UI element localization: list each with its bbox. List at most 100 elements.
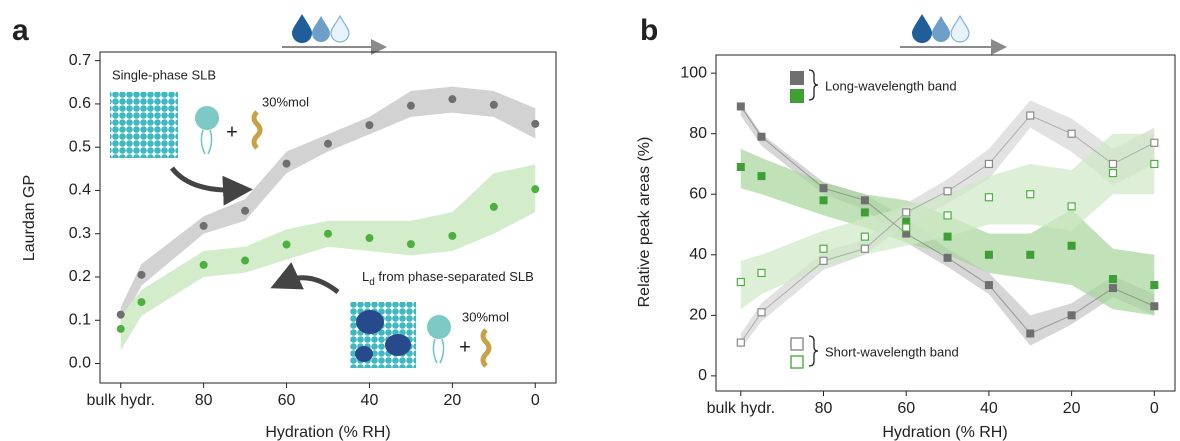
data-point xyxy=(902,223,911,232)
annotation: + xyxy=(226,121,238,143)
data-point xyxy=(282,159,291,168)
data-point xyxy=(819,184,828,193)
annotation: 30%mol xyxy=(262,94,309,109)
data-point xyxy=(324,139,332,148)
data-point xyxy=(1150,302,1159,311)
data-point xyxy=(406,240,415,249)
y-tick-label: 100 xyxy=(680,64,707,81)
y-tick-label: 0.1 xyxy=(69,311,91,328)
y-tick-label: 0.4 xyxy=(69,182,91,199)
data-point xyxy=(1026,111,1035,120)
legend-label: Long-wavelength band xyxy=(825,78,957,93)
x-axis-title: Hydration (% RH) xyxy=(882,424,1007,441)
data-point xyxy=(365,121,374,130)
data-point xyxy=(241,206,250,215)
y-axis-title: Laurdan GP xyxy=(21,175,38,261)
annotation: 30%mol xyxy=(462,309,509,324)
y-tick-label: 0.6 xyxy=(69,95,91,112)
legend-marker xyxy=(790,355,804,369)
legend-brace xyxy=(808,69,819,101)
legend-label: Short-wavelength band xyxy=(825,344,959,359)
data-point xyxy=(137,270,146,279)
data-point xyxy=(1108,159,1118,169)
data-point xyxy=(241,256,250,265)
y-tick-label: 0.5 xyxy=(69,138,91,155)
x-tick-label: bulk hydr. xyxy=(86,392,154,409)
illustration xyxy=(110,92,492,368)
error-band xyxy=(120,164,536,351)
y-tick-label: 60 xyxy=(689,185,707,202)
y-tick-label: 80 xyxy=(689,125,707,142)
legend-brace xyxy=(808,335,819,367)
data-point xyxy=(902,208,911,217)
annotation: Single-phase SLB xyxy=(112,67,216,82)
x-tick-label: 40 xyxy=(361,392,379,409)
data-point xyxy=(943,187,952,196)
data-point xyxy=(199,221,208,230)
data-point xyxy=(860,196,869,205)
y-tick-label: 40 xyxy=(689,246,707,263)
panel-letter: a xyxy=(12,14,29,47)
x-tick-label: 20 xyxy=(1063,400,1081,417)
annotation-part: from phase-separated SLB xyxy=(375,269,534,284)
x-tick-label: 40 xyxy=(980,400,998,417)
data-point xyxy=(1026,250,1035,259)
x-tick-label: 80 xyxy=(195,392,213,409)
data-point xyxy=(757,132,766,141)
data-point xyxy=(984,159,994,169)
data-point xyxy=(1150,281,1159,290)
data-point xyxy=(1108,275,1117,283)
data-point xyxy=(943,211,952,220)
data-point xyxy=(1026,190,1035,199)
data-point xyxy=(116,324,125,333)
data-point xyxy=(736,163,745,171)
data-point xyxy=(282,240,291,249)
data-point xyxy=(531,185,540,194)
y-axis-title: Relative peak areas (%) xyxy=(636,137,653,308)
data-point xyxy=(902,217,911,226)
error-band xyxy=(740,133,1155,310)
x-tick-label: 0 xyxy=(1150,400,1159,417)
plot-area xyxy=(116,86,540,351)
data-point xyxy=(984,193,994,202)
data-point xyxy=(1150,138,1159,147)
data-point xyxy=(757,308,766,317)
data-point xyxy=(819,244,828,253)
x-tick-label: bulk hydr. xyxy=(707,400,775,417)
data-point xyxy=(1067,241,1076,250)
data-point xyxy=(324,229,332,238)
hydration-icon xyxy=(282,14,387,55)
data-point xyxy=(1108,284,1117,293)
data-point xyxy=(1067,311,1076,320)
annotation: + xyxy=(459,336,471,358)
data-point xyxy=(448,231,457,240)
y-tick-label: 0.3 xyxy=(69,225,91,242)
error-band xyxy=(120,86,536,325)
data-point xyxy=(1026,329,1035,338)
data-point xyxy=(1067,129,1076,138)
data-point xyxy=(819,256,828,265)
data-point xyxy=(860,208,869,217)
hydration-icon xyxy=(900,14,1007,55)
y-tick-label: 0.2 xyxy=(69,268,91,285)
data-point xyxy=(406,101,415,110)
data-point xyxy=(736,338,745,347)
data-point xyxy=(984,250,993,259)
data-point xyxy=(902,229,911,238)
y-tick-label: 20 xyxy=(689,307,707,324)
data-point xyxy=(943,232,952,241)
legend-marker xyxy=(790,89,804,103)
data-point xyxy=(1067,202,1076,211)
data-point xyxy=(757,172,766,181)
panel-letter: b xyxy=(640,14,658,47)
y-tick-label: 0.7 xyxy=(69,52,91,69)
data-point xyxy=(1150,159,1159,169)
x-axis-title: Hydration (% RH) xyxy=(265,424,390,441)
data-point xyxy=(736,102,745,111)
axes-frame xyxy=(715,54,1176,392)
annotation-part: L xyxy=(362,269,369,284)
x-tick-label: 0 xyxy=(531,392,540,409)
axes-frame xyxy=(99,51,557,384)
